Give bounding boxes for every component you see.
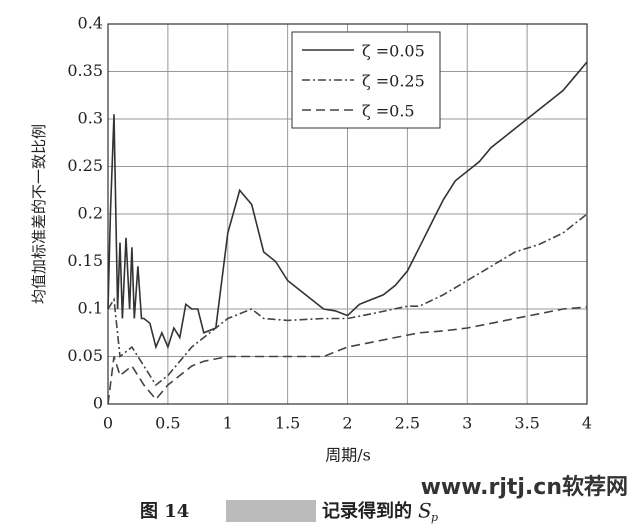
x-tick-label: 4 — [582, 414, 592, 433]
plot-frame — [107, 23, 588, 405]
legend-label: ζ =0.05 — [362, 42, 425, 61]
x-tick-label: 2 — [342, 414, 352, 433]
series-line — [107, 213, 588, 387]
caption-text: 记录得到的 — [322, 500, 412, 522]
y-tick-label: 0.1 — [78, 299, 103, 318]
y-tick-label: 0 — [93, 394, 103, 413]
series-line — [107, 61, 588, 350]
y-axis-label: 均值加标准差的不一致比例 — [30, 124, 48, 304]
legend-box — [291, 31, 441, 129]
x-tick-label: 0.5 — [155, 414, 180, 433]
x-tick-label: 1 — [223, 414, 233, 433]
x-tick-label: 3 — [462, 414, 472, 433]
x-axis-label: 周期/s — [325, 446, 371, 465]
x-tick-label: 3.5 — [514, 414, 539, 433]
caption-bar — [226, 500, 316, 522]
y-tick-label: 0.35 — [67, 61, 103, 80]
legend-label: ζ =0.5 — [362, 102, 415, 121]
x-tick-label: 2.5 — [395, 414, 420, 433]
y-tick-label: 0.3 — [78, 109, 103, 128]
caption-subscript: p — [431, 511, 438, 524]
watermark: www.rjtj.cn软荐网 — [421, 474, 628, 500]
caption-label: 图 14 — [140, 501, 189, 522]
legend-label: ζ =0.25 — [362, 72, 425, 91]
y-tick-label: 0.05 — [67, 346, 103, 365]
y-tick-label: 0.2 — [78, 204, 103, 223]
x-tick-label: 0 — [103, 414, 113, 433]
y-tick-label: 0.25 — [67, 156, 103, 175]
series-line — [107, 306, 588, 405]
y-tick-label: 0.15 — [67, 251, 103, 270]
x-tick-label: 1.5 — [275, 414, 300, 433]
y-tick-label: 0.4 — [78, 14, 103, 33]
caption-symbol: S — [418, 499, 432, 523]
